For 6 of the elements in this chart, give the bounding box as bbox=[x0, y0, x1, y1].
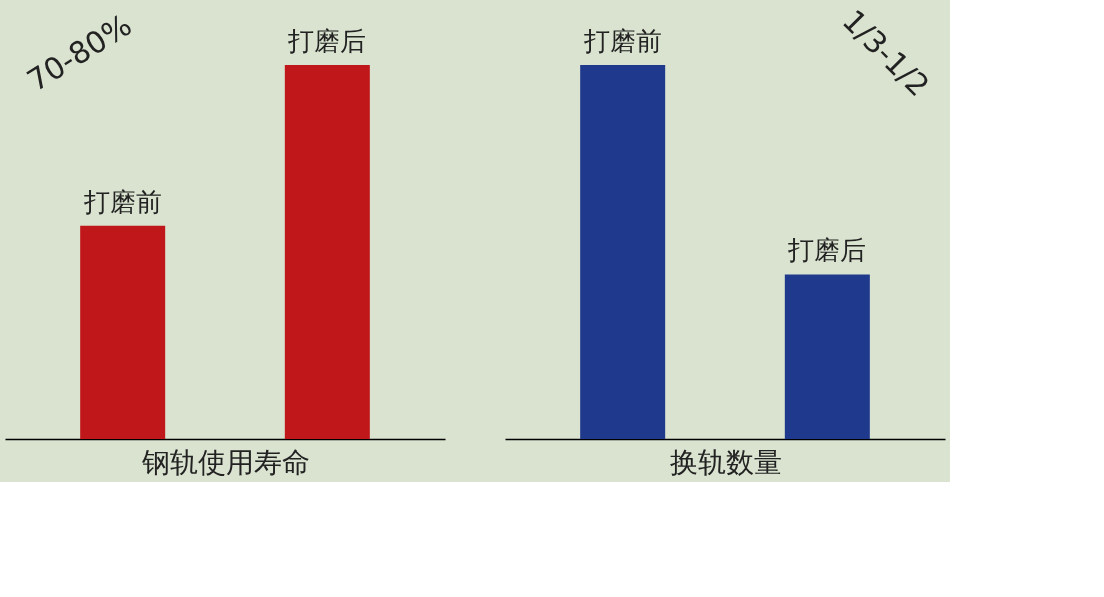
x-axis-title: 换轨数量 bbox=[669, 445, 782, 479]
annotation: 打磨前 bbox=[82, 186, 162, 217]
annotation: 打磨前 bbox=[582, 26, 662, 57]
annotation: 打磨后 bbox=[787, 235, 867, 266]
annotation: 打磨后 bbox=[287, 26, 367, 57]
x-axis-title: 钢轨使用寿命 bbox=[140, 445, 310, 479]
